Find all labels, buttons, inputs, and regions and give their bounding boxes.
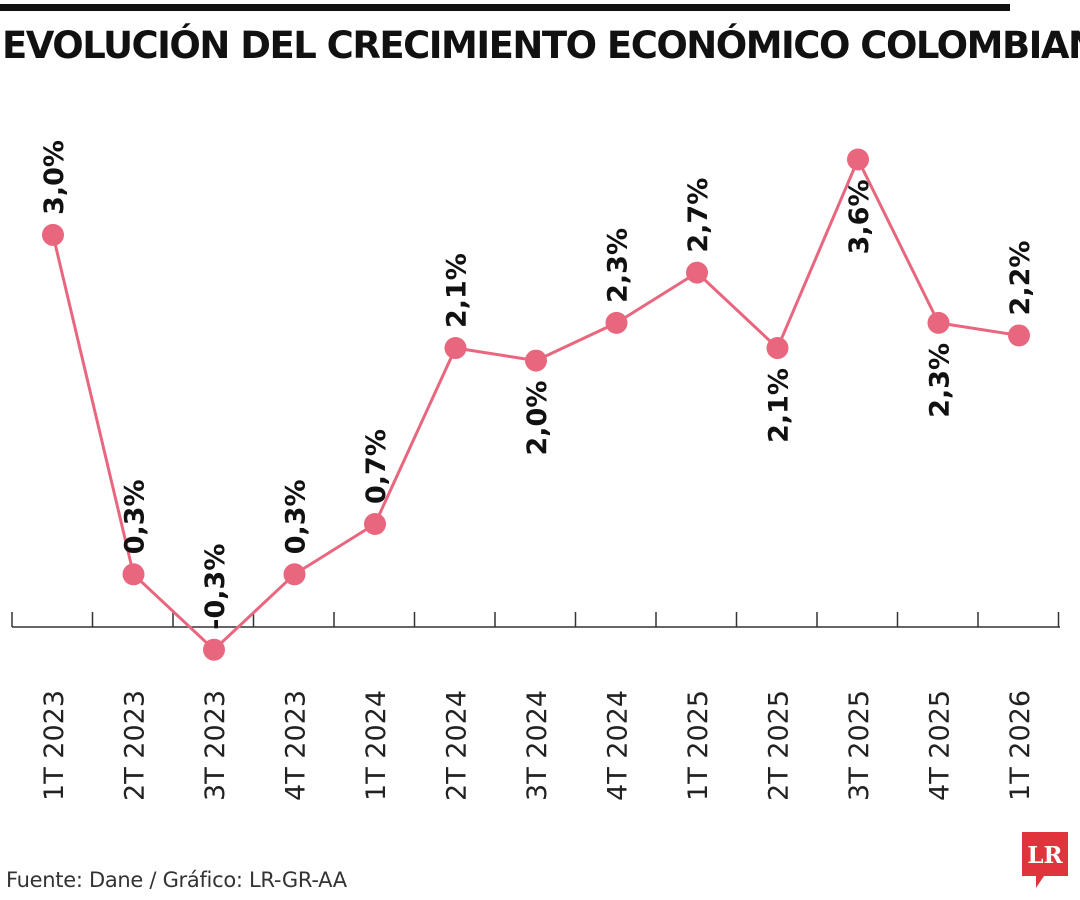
lr-logo: LR <box>1022 832 1068 888</box>
data-point <box>283 563 306 586</box>
x-tick-label: 1T 2026 <box>1005 690 1036 801</box>
data-label: 3,0% <box>39 140 70 215</box>
source-note: Fuente: Dane / Gráfico: LR-GR-AA <box>6 868 347 892</box>
x-tick-label: 3T 2023 <box>200 690 231 801</box>
data-point <box>605 311 628 334</box>
data-point <box>122 563 145 586</box>
x-tick-label: 4T 2023 <box>281 690 312 801</box>
data-point <box>203 638 225 661</box>
data-point <box>766 337 789 360</box>
x-tick-label: 3T 2025 <box>844 690 875 801</box>
data-point <box>42 223 64 246</box>
data-label: 0,7% <box>361 429 392 504</box>
lr-logo-text: LR <box>1027 842 1063 869</box>
data-point <box>364 513 386 536</box>
data-label: -0,3% <box>200 544 231 630</box>
data-label: 2,2% <box>1005 241 1036 316</box>
data-point <box>1008 324 1030 347</box>
data-label: 2,1% <box>442 253 473 328</box>
data-label: 0,3% <box>281 479 312 554</box>
x-tick-label: 4T 2024 <box>603 690 634 801</box>
x-tick-label: 2T 2023 <box>120 690 151 801</box>
x-tick-label: 4T 2025 <box>925 690 956 801</box>
lr-logo-shape <box>1022 832 1068 888</box>
data-label: 0,3% <box>120 479 151 554</box>
data-label: 2,0% <box>522 381 553 456</box>
data-point <box>847 148 869 171</box>
x-tick-label: 2T 2025 <box>764 690 795 801</box>
data-label: 2,3% <box>603 228 634 303</box>
x-tick-label: 1T 2024 <box>361 690 392 801</box>
data-point <box>686 261 708 284</box>
data-point <box>444 337 467 360</box>
x-tick-label: 2T 2024 <box>442 690 473 801</box>
top-rule <box>0 4 1010 11</box>
data-point <box>927 311 950 334</box>
data-label: 2,7% <box>683 178 714 253</box>
data-label: 2,1% <box>764 368 795 443</box>
page-title: EVOLUCIÓN DEL CRECIMIENTO ECONÓMICO COLO… <box>2 24 1080 67</box>
data-label: 3,6% <box>844 179 875 254</box>
x-tick-label: 3T 2024 <box>522 690 553 801</box>
data-point <box>525 349 547 372</box>
x-tick-label: 1T 2023 <box>39 690 70 801</box>
data-label: 2,3% <box>925 343 956 418</box>
x-tick-label: 1T 2025 <box>683 690 714 801</box>
